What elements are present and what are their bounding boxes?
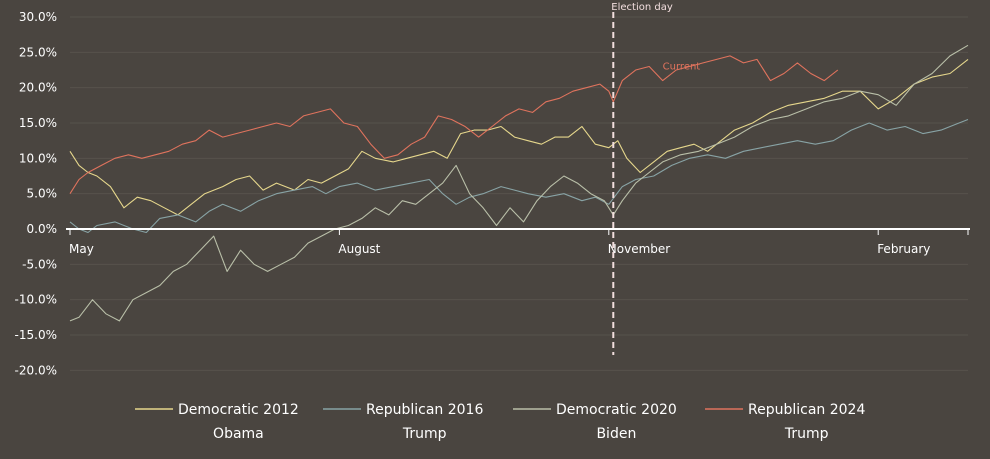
legend-item: Democratic 2012 Obama: [135, 402, 299, 442]
election-day-label: Election day: [611, 2, 673, 13]
y-tick-label: -5.0%: [22, 257, 57, 271]
series-group: [69, 44, 969, 322]
legend-item: Republican 2016 Trump: [323, 402, 483, 442]
y-tick-label: -15.0%: [15, 328, 57, 342]
legend-item: Democratic 2020 Biden: [513, 402, 677, 442]
legend-candidate: Trump: [784, 426, 829, 442]
x-tick-label: November: [608, 242, 670, 256]
legend-name: Republican 2016: [366, 402, 483, 418]
legend-candidate: Obama: [213, 426, 264, 442]
series-line-2: [69, 44, 969, 322]
y-tick-label: 5.0%: [27, 187, 58, 201]
x-tick-label: May: [69, 242, 94, 256]
y-tick-label: 10.0%: [19, 151, 57, 165]
series-line-3: [69, 55, 839, 194]
x-tick-label: August: [338, 242, 380, 256]
y-tick-label: 30.0%: [19, 10, 57, 24]
legend-candidate: Biden: [596, 426, 636, 442]
legend-item: Republican 2024 Trump: [705, 402, 865, 442]
y-tick-label: 20.0%: [19, 81, 57, 95]
series-line-0: [69, 58, 969, 216]
y-axis: 30.0% 25.0% 20.0% 15.0% 10.0% 5.0% 0.0% -5.0% -1…: [15, 10, 57, 377]
y-tick-label: 15.0%: [19, 116, 57, 130]
legend: Democratic 2012 Obama Republican 2016 Trump…: [135, 402, 865, 442]
legend-candidate: Trump: [402, 426, 447, 442]
x-axis: May August November February: [66, 228, 970, 256]
y-tick-label: -10.0%: [15, 293, 57, 307]
y-tick-label: -20.0%: [15, 363, 57, 377]
current-label: Current: [663, 61, 701, 72]
annotations: Election day Current: [611, 2, 700, 355]
legend-name: Republican 2024: [748, 402, 865, 418]
legend-name: Democratic 2012: [178, 402, 299, 418]
series-line-1: [69, 118, 969, 234]
x-tick-label: February: [877, 242, 930, 256]
legend-name: Democratic 2020: [556, 402, 677, 418]
y-tick-label: 0.0%: [27, 222, 58, 236]
y-tick-label: 25.0%: [19, 45, 57, 59]
